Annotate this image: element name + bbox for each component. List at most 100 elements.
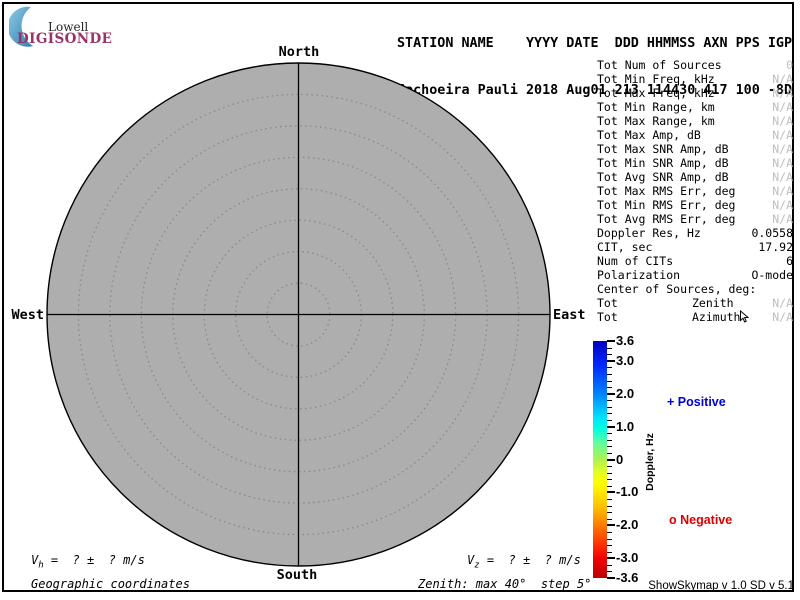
colorbar-minor-tick	[607, 446, 612, 448]
stat-row: Tot Max Freq, kHz N/A	[597, 86, 793, 100]
colorbar-minor-tick	[607, 347, 612, 349]
stat-label: Num of CITs	[597, 254, 674, 268]
stat-sublabel: Zenith	[692, 296, 734, 310]
stat-value: 17.92	[758, 240, 793, 254]
stat-value: N/A	[772, 142, 793, 156]
stat-value: N/A	[772, 72, 793, 86]
logo-lowell-text: Lowell	[48, 20, 89, 34]
stat-row: Tot Max Amp, dB N/A	[597, 128, 793, 142]
stat-row: Tot Min Freq, kHz N/A	[597, 72, 793, 86]
stats-panel: Tot Num of Sources 0 Tot Min Freq, kHz N/A T…	[597, 58, 793, 324]
stat-label: Tot Min SNR Amp, dB	[597, 156, 729, 170]
stat-label: Doppler Res, Hz	[597, 226, 701, 240]
compass-west-label: West	[11, 307, 44, 323]
logo-crescent-icon	[9, 6, 33, 47]
colorbar-minor-tick	[607, 571, 612, 573]
colorbar-minor-tick	[607, 466, 612, 468]
stat-value: N/A	[772, 310, 793, 324]
colorbar-tick-label: 3.6	[616, 332, 635, 348]
window-frame	[2, 2, 794, 592]
colorbar-minor-tick	[607, 505, 612, 507]
legend-negative: o Negative	[669, 513, 733, 527]
colorbar-minor-tick	[607, 531, 612, 533]
stat-value: O-mode	[751, 268, 793, 282]
compass-east-label: East	[553, 307, 586, 323]
stat-row: Polarization O-mode	[597, 268, 793, 282]
software-version-label: ShowSkymap v 1.0 SD v 5.1	[648, 580, 794, 592]
colorbar-major-tick	[607, 458, 615, 461]
colorbar-tick-label: 2.0	[616, 385, 635, 401]
stat-row: Tot Max SNR Amp, dB N/A	[597, 142, 793, 156]
colorbar-major-tick	[607, 340, 615, 342]
stat-label: Tot Num of Sources	[597, 58, 722, 72]
colorbar-minor-tick	[607, 472, 612, 474]
colorbar-minor-tick	[607, 433, 612, 435]
colorbar-ticks: 3.6 3.0 2.0 1.0 0 -1.0 -2.0 -3.0 -3.6	[607, 333, 655, 585]
vz-subscript: z	[474, 560, 480, 571]
colorbar-gradient	[593, 341, 607, 578]
stat-label: CIT, sec	[597, 240, 653, 254]
vh-subscript: h	[38, 560, 44, 571]
colorbar-minor-tick	[607, 479, 612, 481]
stat-row: Tot Azimuth N/A	[597, 310, 793, 324]
stat-value: 0.0558	[751, 226, 793, 240]
colorbar-major-tick	[607, 491, 615, 494]
colorbar-tick-label: 0	[616, 451, 624, 467]
colorbar-minor-tick	[607, 354, 612, 356]
stat-label: Tot Min RMS Err, deg	[597, 198, 736, 212]
colorbar-tick-label: 3.0	[616, 352, 635, 368]
colorbar-tick-label: 1.0	[616, 418, 635, 434]
stat-row: Tot Avg SNR Amp, dB N/A	[597, 170, 793, 184]
vz-value: = ? ± ? m/s	[479, 553, 581, 567]
stat-row: Center of Sources, deg:	[597, 282, 793, 296]
stat-label: Tot Max SNR Amp, dB	[597, 142, 729, 156]
colorbar-minor-tick	[607, 400, 612, 402]
coordinate-system-label: Geographic coordinates	[31, 577, 190, 591]
stat-row: Tot Max RMS Err, deg N/A	[597, 184, 793, 198]
stat-value: N/A	[772, 296, 793, 310]
colorbar-tick-label: -3.6	[616, 569, 639, 585]
stat-value: N/A	[772, 86, 793, 100]
colorbar-major-tick	[607, 557, 615, 560]
stat-row: Tot Zenith N/A	[597, 296, 793, 310]
colorbar-minor-tick	[607, 380, 612, 382]
stat-value: 0	[786, 58, 793, 72]
colorbar-minor-tick	[607, 420, 612, 421]
colorbar-minor-tick	[607, 485, 612, 487]
stat-value: N/A	[772, 212, 793, 226]
stat-row: Tot Max Range, km N/A	[597, 114, 793, 128]
colorbar-minor-tick	[607, 518, 612, 520]
colorbar-minor-tick	[607, 499, 612, 500]
colorbar-tick-label: -3.0	[616, 550, 639, 566]
stat-label: Tot Max Freq, kHz	[597, 86, 715, 100]
colorbar-minor-tick	[607, 439, 612, 441]
stat-label: Tot Max Range, km	[597, 114, 715, 128]
colorbar-major-tick	[607, 577, 615, 579]
stat-label: Tot	[597, 310, 618, 324]
zenith-range-label: Zenith: max 40° step 5°	[418, 577, 592, 591]
stat-row: Tot Min SNR Amp, dB N/A	[597, 156, 793, 170]
legend-positive: + Positive	[667, 395, 726, 409]
stat-label: Tot Max RMS Err, deg	[597, 184, 736, 198]
colorbar-minor-tick	[607, 452, 612, 454]
stat-value: N/A	[772, 184, 793, 198]
stat-label: Tot Min Range, km	[597, 100, 715, 114]
stat-label: Center of Sources, deg:	[597, 282, 757, 296]
stat-value: N/A	[772, 156, 793, 170]
stat-value: N/A	[772, 128, 793, 142]
colorbar-major-tick	[607, 392, 615, 395]
colorbar-minor-tick	[607, 545, 612, 547]
compass-north-label: North	[278, 44, 320, 60]
compass-south-label: South	[276, 567, 318, 583]
colorbar-major-tick	[607, 359, 615, 362]
vh-value: = ? ± ? m/s	[43, 553, 145, 567]
colorbar-major-tick	[607, 425, 615, 428]
colorbar-minor-tick	[607, 413, 612, 415]
stat-value: N/A	[772, 170, 793, 184]
colorbar-minor-tick	[607, 551, 612, 553]
colorbar-major-tick	[607, 524, 615, 527]
stat-row: Doppler Res, Hz 0.0558	[597, 226, 793, 240]
stat-row: Tot Min RMS Err, deg N/A	[597, 198, 793, 212]
